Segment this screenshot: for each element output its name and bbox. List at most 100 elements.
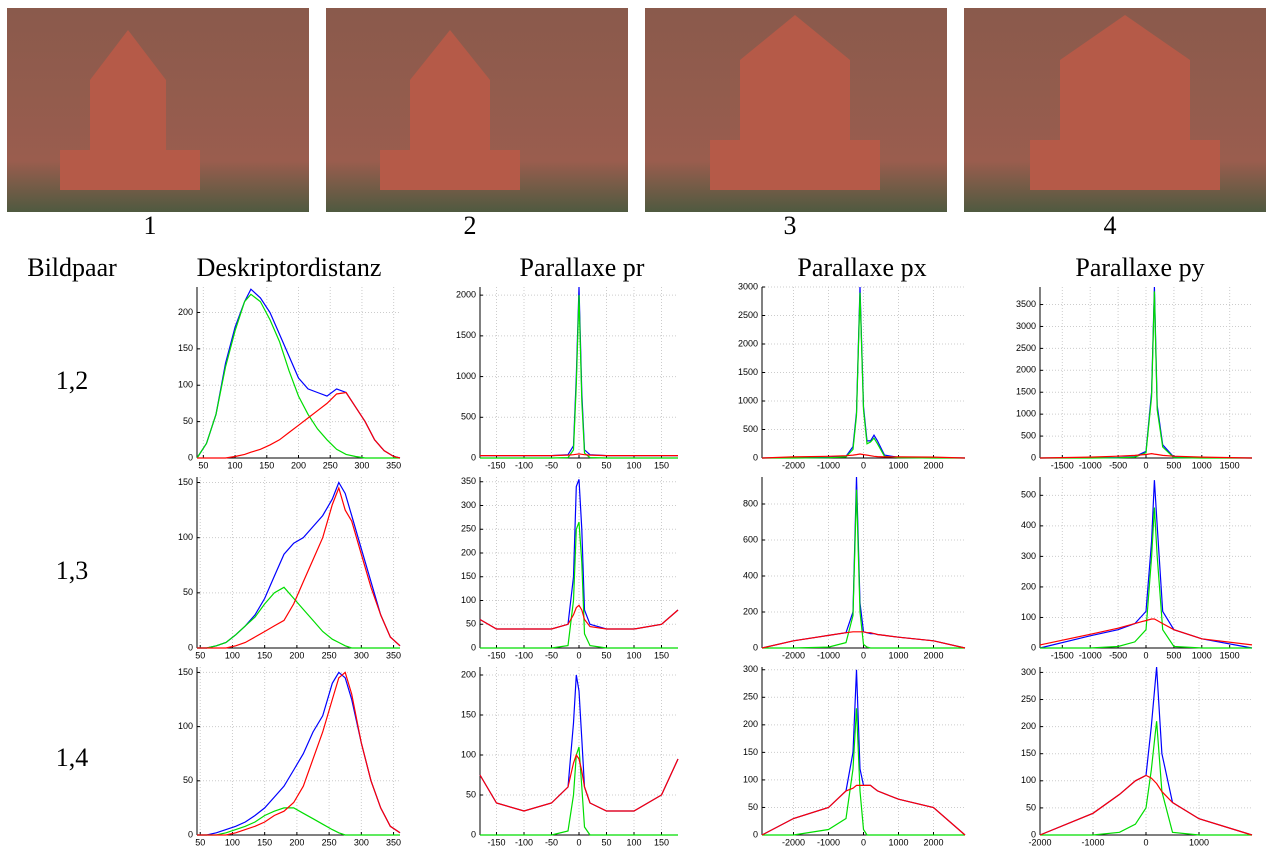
y-tick-label: 2500	[738, 310, 758, 320]
x-tick-label: 150	[259, 460, 274, 470]
column-title: Parallaxe py	[1075, 253, 1204, 282]
y-tick-label: 0	[1031, 829, 1036, 839]
y-tick-label: 0	[188, 452, 193, 462]
x-tick-label: -1000	[1079, 460, 1102, 470]
image-label: 1	[144, 211, 157, 240]
histogram: 0 50 100 150 200 250 300 -2000 -1000 0 1000	[1021, 667, 1253, 847]
y-tick-label: 0	[471, 829, 476, 839]
y-tick-label: 250	[743, 692, 758, 702]
histogram: 0 500 1000 1500 2000 -150 -100 -50 0 50 100 150	[456, 286, 678, 470]
image-label: 3	[784, 211, 797, 240]
series-line	[1040, 291, 1252, 459]
x-tick-label: -50	[545, 460, 558, 470]
y-tick-label: 500	[1021, 430, 1036, 440]
x-tick-label: 2000	[923, 650, 943, 660]
series-line	[479, 753, 679, 812]
y-tick-label: 100	[178, 380, 193, 390]
y-tick-label: 100	[461, 595, 476, 605]
y-tick-label: 250	[1021, 694, 1036, 704]
x-tick-label: 250	[322, 837, 337, 847]
photos: 1 2 3 4	[7, 8, 1266, 240]
x-tick-label: 0	[861, 650, 866, 660]
y-tick-label: 0	[471, 642, 476, 652]
fountain	[60, 30, 200, 190]
series-line	[1039, 618, 1253, 646]
x-tick-label: 0	[861, 837, 866, 847]
series-line	[761, 453, 966, 459]
x-tick-label: 100	[626, 460, 641, 470]
histogram: 0 50 100 150 200 -150 -100 -50 0 50 100 150	[461, 667, 679, 847]
y-tick-label: 0	[753, 829, 758, 839]
x-tick-label: 50	[601, 460, 611, 470]
row-label: 1,2	[56, 366, 89, 395]
image-label: 4	[1104, 211, 1117, 240]
y-tick-label: 0	[188, 642, 193, 652]
x-tick-label: 1000	[888, 650, 908, 660]
y-tick-label: 600	[743, 534, 758, 544]
x-tick-label: 350	[386, 650, 401, 660]
y-tick-label: 150	[1021, 748, 1036, 758]
y-tick-label: 0	[471, 452, 476, 462]
y-tick-label: 100	[178, 721, 193, 731]
x-tick-label: 2000	[923, 460, 943, 470]
x-tick-label: -50	[545, 650, 558, 660]
series-line	[761, 784, 966, 836]
x-tick-label: -150	[487, 650, 505, 660]
y-tick-label: 300	[743, 664, 758, 674]
histogram: 0 50 100 150 200 250 300 350 -150 -100 -50 0 50 100 15…	[461, 476, 679, 660]
x-tick-label: 0	[576, 460, 581, 470]
y-tick-label: 200	[461, 669, 476, 679]
histogram: 0 200 400 600 800 -2000 -1000 0 1000 2000	[743, 476, 966, 660]
x-tick-label: 0	[576, 837, 581, 847]
x-tick-label: -500	[1109, 650, 1127, 660]
x-tick-label: 200	[289, 650, 304, 660]
series-line	[197, 481, 401, 649]
x-tick-label: 1000	[1192, 650, 1212, 660]
series-line	[480, 453, 678, 457]
y-tick-label: 150	[461, 709, 476, 719]
y-tick-label: 0	[753, 452, 758, 462]
image-label: 2	[464, 211, 477, 240]
series-line	[1040, 721, 1252, 836]
y-tick-label: 1500	[456, 330, 476, 340]
y-tick-label: 2000	[456, 290, 476, 300]
y-tick-label: 50	[466, 619, 476, 629]
y-tick-label: 100	[461, 749, 476, 759]
y-tick-label: 200	[743, 719, 758, 729]
y-tick-label: 100	[1021, 612, 1036, 622]
x-tick-label: -100	[515, 460, 533, 470]
x-tick-label: 150	[257, 837, 272, 847]
series-line	[1039, 774, 1253, 836]
series-line	[762, 708, 965, 836]
x-tick-label: 350	[386, 460, 401, 470]
x-tick-label: -150	[487, 460, 505, 470]
y-tick-label: 250	[461, 524, 476, 534]
y-tick-label: 50	[748, 802, 758, 812]
x-tick-label: 50	[601, 837, 611, 847]
x-tick-label: -2000	[782, 460, 805, 470]
series-line	[761, 476, 966, 649]
x-tick-label: -50	[545, 837, 558, 847]
series-line	[480, 521, 678, 649]
x-tick-label: 50	[601, 650, 611, 660]
y-tick-label: 500	[461, 412, 476, 422]
x-tick-label: 100	[626, 837, 641, 847]
column-title: Parallaxe px	[797, 253, 926, 282]
y-tick-label: 300	[461, 500, 476, 510]
y-tick-label: 100	[1021, 775, 1036, 785]
y-tick-label: 1000	[456, 371, 476, 381]
x-tick-label: 200	[291, 460, 306, 470]
x-tick-label: 1000	[888, 837, 908, 847]
fountain	[710, 15, 880, 190]
histogram: 0 50 100 150 200 250 300 -2000 -1000 0 1000 2000	[743, 664, 966, 847]
x-tick-label: -100	[515, 650, 533, 660]
y-tick-label: 400	[743, 570, 758, 580]
fountain	[380, 30, 520, 190]
x-tick-label: -150	[487, 837, 505, 847]
x-tick-label: 100	[228, 460, 243, 470]
x-tick-label: 250	[322, 650, 337, 660]
series-line	[197, 486, 401, 649]
x-tick-label: 50	[195, 650, 205, 660]
